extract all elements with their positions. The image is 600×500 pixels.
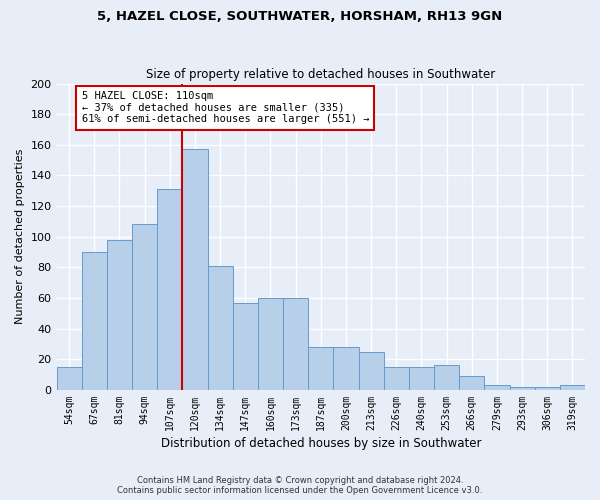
Bar	[409, 367, 434, 390]
Bar	[359, 352, 383, 390]
Title: Size of property relative to detached houses in Southwater: Size of property relative to detached ho…	[146, 68, 496, 81]
Bar	[107, 240, 132, 390]
X-axis label: Distribution of detached houses by size in Southwater: Distribution of detached houses by size …	[161, 437, 481, 450]
Bar	[560, 386, 585, 390]
Bar	[208, 266, 233, 390]
Bar	[509, 387, 535, 390]
Text: 5, HAZEL CLOSE, SOUTHWATER, HORSHAM, RH13 9GN: 5, HAZEL CLOSE, SOUTHWATER, HORSHAM, RH1…	[97, 10, 503, 23]
Bar	[308, 347, 334, 390]
Bar	[132, 224, 157, 390]
Text: 5 HAZEL CLOSE: 110sqm
← 37% of detached houses are smaller (335)
61% of semi-det: 5 HAZEL CLOSE: 110sqm ← 37% of detached …	[82, 91, 369, 124]
Bar	[157, 190, 182, 390]
Y-axis label: Number of detached properties: Number of detached properties	[15, 149, 25, 324]
Bar	[459, 376, 484, 390]
Bar	[82, 252, 107, 390]
Bar	[56, 367, 82, 390]
Bar	[434, 366, 459, 390]
Bar	[182, 150, 208, 390]
Bar	[258, 298, 283, 390]
Bar	[233, 302, 258, 390]
Text: Contains HM Land Registry data © Crown copyright and database right 2024.
Contai: Contains HM Land Registry data © Crown c…	[118, 476, 482, 495]
Bar	[535, 387, 560, 390]
Bar	[383, 367, 409, 390]
Bar	[283, 298, 308, 390]
Bar	[334, 347, 359, 390]
Bar	[484, 386, 509, 390]
